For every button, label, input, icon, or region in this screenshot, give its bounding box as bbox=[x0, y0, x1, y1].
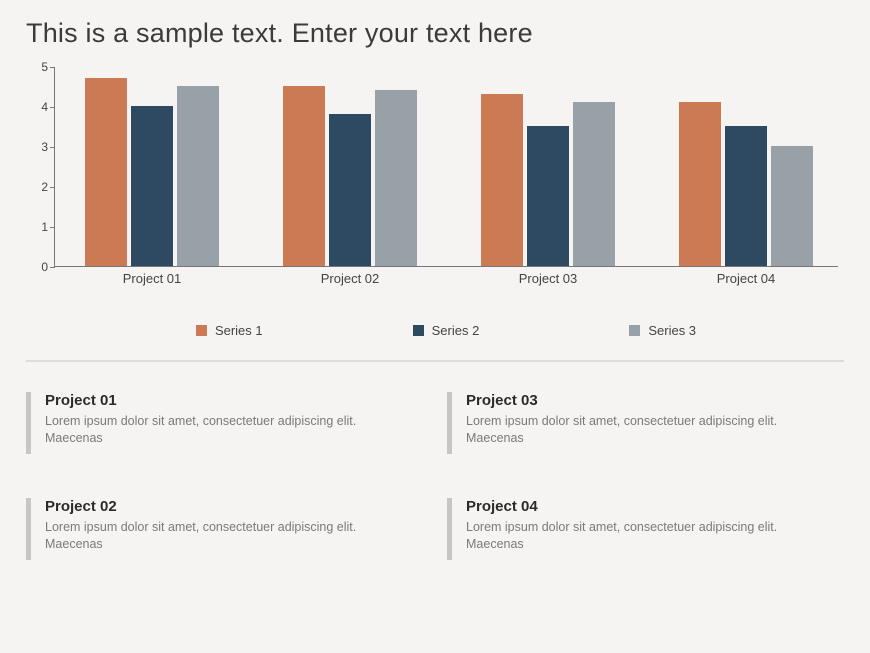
block-title: Project 03 bbox=[466, 392, 796, 409]
project-descriptions: Project 01 Lorem ipsum dolor sit amet, co… bbox=[26, 392, 844, 560]
y-tick-mark bbox=[50, 227, 55, 228]
y-axis: 012345 bbox=[32, 67, 52, 267]
block-accent-bar bbox=[447, 392, 452, 454]
y-tick-label: 4 bbox=[41, 100, 48, 114]
block-text: Project 03 Lorem ipsum dolor sit amet, co… bbox=[466, 392, 796, 454]
y-tick-label: 1 bbox=[41, 220, 48, 234]
bar-group bbox=[283, 86, 417, 266]
block-body: Lorem ipsum dolor sit amet, consectetuer… bbox=[45, 519, 375, 553]
block-title: Project 04 bbox=[466, 498, 796, 515]
slide-title: This is a sample text. Enter your text h… bbox=[26, 18, 844, 49]
block-accent-bar bbox=[447, 498, 452, 560]
block-body: Lorem ipsum dolor sit amet, consectetuer… bbox=[466, 413, 796, 447]
y-tick-label: 5 bbox=[41, 60, 48, 74]
y-tick-label: 0 bbox=[41, 260, 48, 274]
legend-item: Series 1 bbox=[196, 323, 263, 338]
x-axis-label: Project 02 bbox=[321, 271, 380, 286]
legend-swatch bbox=[196, 325, 207, 336]
block-title: Project 01 bbox=[45, 392, 375, 409]
legend-label: Series 1 bbox=[215, 323, 263, 338]
legend-label: Series 2 bbox=[432, 323, 480, 338]
project-block: Project 02 Lorem ipsum dolor sit amet, co… bbox=[26, 498, 423, 560]
bar bbox=[771, 146, 813, 266]
bar bbox=[573, 102, 615, 266]
bar-group bbox=[481, 94, 615, 266]
project-block: Project 04 Lorem ipsum dolor sit amet, co… bbox=[447, 498, 844, 560]
y-tick-mark bbox=[50, 187, 55, 188]
legend-label: Series 3 bbox=[648, 323, 696, 338]
bar bbox=[85, 78, 127, 266]
y-tick-mark bbox=[50, 67, 55, 68]
block-title: Project 02 bbox=[45, 498, 375, 515]
bar bbox=[283, 86, 325, 266]
block-body: Lorem ipsum dolor sit amet, consectetuer… bbox=[45, 413, 375, 447]
legend-item: Series 2 bbox=[413, 323, 480, 338]
bar bbox=[527, 126, 569, 266]
section-divider bbox=[26, 360, 844, 362]
bar bbox=[329, 114, 371, 266]
y-tick-mark bbox=[50, 107, 55, 108]
bar-group bbox=[85, 78, 219, 266]
legend-swatch bbox=[413, 325, 424, 336]
y-tick-mark bbox=[50, 147, 55, 148]
project-block: Project 03 Lorem ipsum dolor sit amet, co… bbox=[447, 392, 844, 454]
legend-item: Series 3 bbox=[629, 323, 696, 338]
x-axis-label: Project 01 bbox=[123, 271, 182, 286]
bar bbox=[131, 106, 173, 266]
bar-group bbox=[679, 102, 813, 266]
block-body: Lorem ipsum dolor sit amet, consectetuer… bbox=[466, 519, 796, 553]
legend-swatch bbox=[629, 325, 640, 336]
block-accent-bar bbox=[26, 498, 31, 560]
project-block: Project 01 Lorem ipsum dolor sit amet, co… bbox=[26, 392, 423, 454]
bar bbox=[679, 102, 721, 266]
y-tick-label: 3 bbox=[41, 140, 48, 154]
chart-legend: Series 1 Series 2 Series 3 bbox=[54, 323, 838, 338]
x-axis-label: Project 04 bbox=[717, 271, 776, 286]
block-accent-bar bbox=[26, 392, 31, 454]
x-axis-label: Project 03 bbox=[519, 271, 578, 286]
block-text: Project 04 Lorem ipsum dolor sit amet, co… bbox=[466, 498, 796, 560]
bar-chart: 012345 Project 01Project 02Project 03Pro… bbox=[32, 67, 838, 287]
bar bbox=[481, 94, 523, 266]
block-text: Project 02 Lorem ipsum dolor sit amet, co… bbox=[45, 498, 375, 560]
bar bbox=[375, 90, 417, 266]
plot-area: Project 01Project 02Project 03Project 04 bbox=[54, 67, 838, 267]
y-tick-label: 2 bbox=[41, 180, 48, 194]
bar bbox=[177, 86, 219, 266]
slide: This is a sample text. Enter your text h… bbox=[0, 0, 870, 653]
block-text: Project 01 Lorem ipsum dolor sit amet, co… bbox=[45, 392, 375, 454]
bar bbox=[725, 126, 767, 266]
y-tick-mark bbox=[50, 267, 55, 268]
